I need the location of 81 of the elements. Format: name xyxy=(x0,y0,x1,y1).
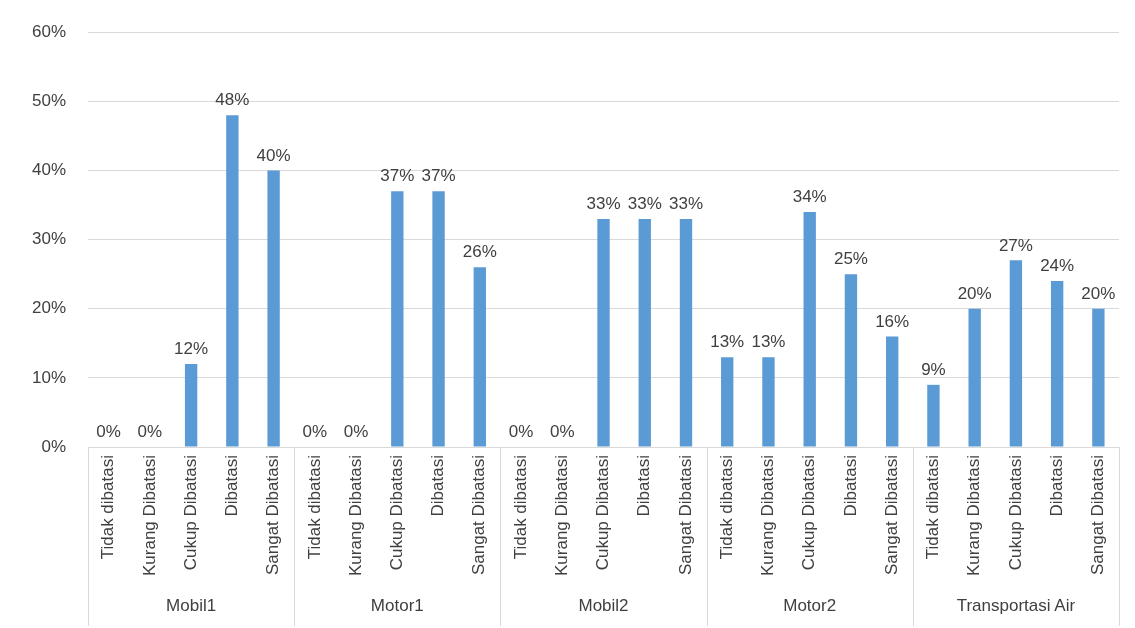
bar xyxy=(267,170,280,447)
x-tick-label: Dibatasi xyxy=(840,455,860,517)
data-label: 37% xyxy=(380,166,415,186)
x-tick-label: Sangat Dibatasi xyxy=(1088,455,1108,576)
y-tick-label: 60% xyxy=(31,21,67,41)
x-tick-label: Sangat Dibatasi xyxy=(881,455,901,576)
data-label: 27% xyxy=(998,235,1033,255)
x-tick-label: Dibatasi xyxy=(1046,455,1066,517)
x-tick-label: Kurang Dibatasi xyxy=(758,455,778,577)
data-label: 34% xyxy=(792,187,827,207)
text: Mobil1 xyxy=(166,595,217,615)
bar xyxy=(432,191,445,447)
y-tick-label: 40% xyxy=(31,160,67,180)
x-tick-label: Cukup Dibatasi xyxy=(1005,455,1025,571)
data-label: 0% xyxy=(302,422,328,442)
data-label: 20% xyxy=(957,283,992,303)
bar xyxy=(391,191,404,447)
y-tick-label: 20% xyxy=(31,298,67,318)
x-tick-label: Tidak dibatasi xyxy=(923,455,943,560)
bar xyxy=(1050,281,1064,447)
data-label: 0% xyxy=(549,422,575,442)
x-tick-label: Tidak dibatasi xyxy=(510,455,530,560)
data-label: 12% xyxy=(174,339,209,359)
bar xyxy=(721,357,734,447)
x-tick-label: Cukup Dibatasi xyxy=(387,455,406,571)
data-label: 16% xyxy=(875,311,910,331)
bar xyxy=(226,115,239,447)
bar xyxy=(803,211,816,447)
bar xyxy=(638,218,651,447)
x-tick-label: Dibatasi xyxy=(634,455,654,517)
x-tick-label: Kurang Dibatasi xyxy=(964,455,984,577)
bar xyxy=(844,274,858,447)
bar xyxy=(184,364,198,447)
y-tick-label: 30% xyxy=(31,229,67,249)
bar xyxy=(762,357,775,447)
x-tick-label: Tidak dibatasi xyxy=(716,455,736,560)
y-tick-label: 10% xyxy=(31,367,67,387)
bar xyxy=(927,384,940,447)
data-label: 0% xyxy=(96,422,121,442)
data-label: 0% xyxy=(137,422,163,442)
bar xyxy=(886,336,899,447)
x-tick-label: Dibatasi xyxy=(428,455,448,517)
data-label: 40% xyxy=(256,145,291,165)
data-label: 24% xyxy=(1040,256,1075,276)
data-label: 0% xyxy=(343,422,369,442)
x-tick-label: Sangat Dibatasi xyxy=(263,455,283,576)
y-tick-label: 0% xyxy=(41,436,67,456)
x-tick-label: Cukup Dibatasi xyxy=(180,455,200,571)
x-tick-label: Sangat Dibatasi xyxy=(675,455,695,576)
x-tick-label: Tidak dibatasi xyxy=(98,455,118,560)
data-label: 9% xyxy=(921,360,946,379)
x-tick-label: Sangat Dibatasi xyxy=(469,455,489,576)
data-label: 26% xyxy=(462,242,497,262)
text: Transportasi Air xyxy=(956,595,1076,615)
x-tick-label: Dibatasi xyxy=(222,455,242,517)
data-label: 13% xyxy=(751,332,786,352)
data-label: 37% xyxy=(421,166,456,186)
data-label: 20% xyxy=(1081,283,1116,303)
data-label: 33% xyxy=(627,194,662,214)
data-label: 33% xyxy=(586,194,621,214)
data-label: 0% xyxy=(508,422,534,442)
data-label: 48% xyxy=(215,90,250,110)
x-tick-label: Kurang Dibatasi xyxy=(345,455,365,577)
bar xyxy=(968,308,981,447)
bar xyxy=(473,267,486,447)
x-tick-label: Kurang Dibatasi xyxy=(551,455,571,577)
text: Motor1 xyxy=(370,595,424,615)
bar xyxy=(679,218,693,447)
y-tick-label: 50% xyxy=(31,91,67,111)
data-label: 25% xyxy=(833,249,868,269)
data-label: 13% xyxy=(710,332,745,352)
bar xyxy=(1009,260,1023,447)
text: Motor2 xyxy=(783,595,837,615)
x-tick-label: Tidak dibatasi xyxy=(304,455,324,560)
x-tick-label: Cukup Dibatasi xyxy=(593,455,613,571)
x-tick-label: Cukup Dibatasi xyxy=(799,455,819,571)
x-tick-label: Kurang Dibatasi xyxy=(139,455,159,577)
data-label: 33% xyxy=(668,194,704,214)
bar xyxy=(597,218,610,447)
bar xyxy=(1092,308,1105,447)
text: Mobil2 xyxy=(578,595,629,615)
